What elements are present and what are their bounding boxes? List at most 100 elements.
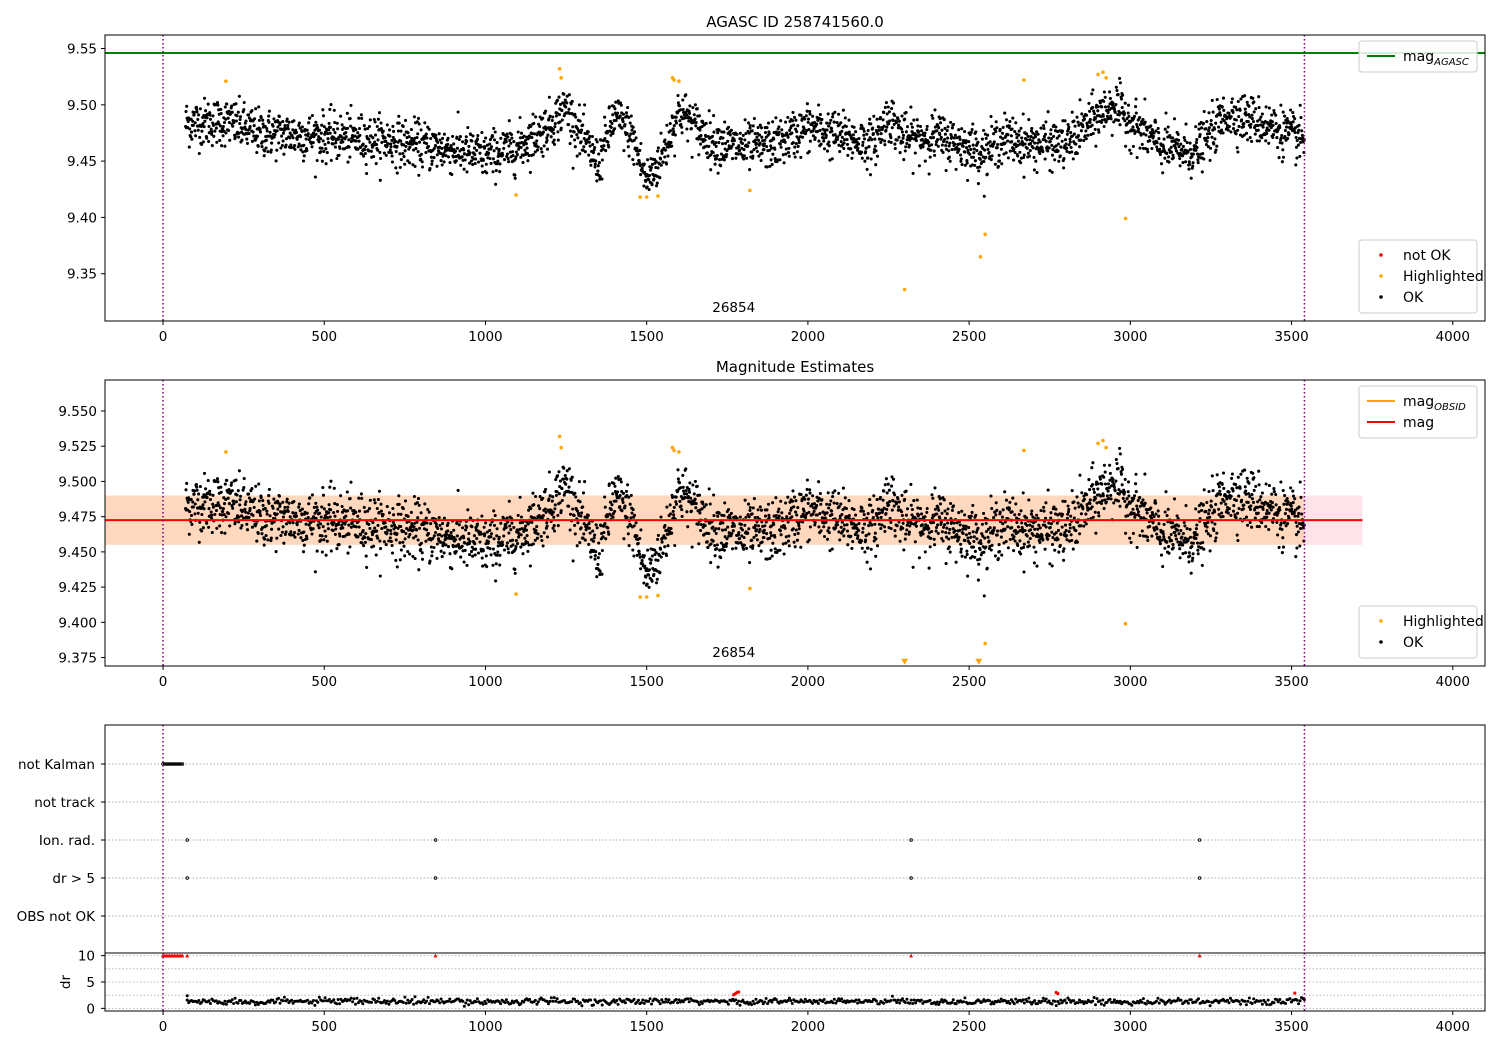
ok-point [897,119,901,123]
ok-point [1264,139,1268,143]
ok-point [990,154,994,158]
ok-point [915,118,919,122]
ok-point [773,157,777,161]
ok-point [1195,145,1199,149]
ok-point [223,144,227,148]
ok-point [713,154,717,158]
legend-label-text: OK [1403,290,1424,306]
ok-point [862,137,867,141]
ok-point [914,139,918,143]
ok-point [1197,127,1201,131]
ok-point [573,112,577,116]
ok-point [1038,151,1042,156]
ok-point [821,510,825,514]
ok-point [766,121,771,125]
ok-point [871,508,875,512]
ok-point [1046,149,1050,153]
ok-point [348,116,352,121]
ok-point [607,145,611,149]
ok-point [699,522,703,527]
ok-point [817,103,821,107]
ok-point [807,150,811,154]
ok-point [637,161,642,165]
ok-point [704,503,708,507]
ok-point [359,492,363,496]
ok-point [541,154,545,158]
ok-point [958,137,962,142]
ok-point [642,184,646,188]
ok-point [872,494,876,498]
ok-point [771,120,775,124]
ok-point [234,478,238,482]
ok-point [395,565,399,569]
ok-point [1006,139,1010,143]
ok-point [1198,133,1202,137]
ok-point [944,168,948,173]
ok-point [442,541,446,545]
ok-point [1155,141,1159,145]
ok-point [320,505,324,509]
ok-point [423,121,427,125]
ok-point [232,121,236,125]
ok-point [674,495,678,499]
ok-point [452,142,456,146]
ok-point [369,538,373,542]
ok-point [582,137,586,141]
legend-label-text: not OK [1403,248,1451,264]
ok-point [950,147,954,152]
ok-point [480,514,484,518]
ok-point [247,492,251,496]
ok-point [680,125,684,129]
ok-point [1238,108,1242,112]
ok-point [831,495,835,499]
ok-point [562,92,566,96]
ok-point [451,134,455,138]
ok-point [242,486,246,490]
ok-point [364,162,368,167]
ok-point [697,153,701,157]
ok-point [741,133,745,137]
ok-point [242,476,246,481]
ok-point [1027,118,1031,122]
ok-point [1231,110,1235,114]
ok-point [783,526,787,530]
ok-point [696,137,700,141]
ok-point [574,495,578,499]
ok-point [719,541,723,545]
ok-point [759,158,763,163]
ok-point [363,535,367,540]
ok-point [959,153,963,157]
ok-point [445,532,449,536]
ok-point [1071,157,1075,161]
ok-point [598,175,602,179]
ok-point [287,120,291,124]
ok-point [792,115,797,119]
ok-point [465,563,469,567]
ok-point [833,133,837,137]
ok-point [373,526,377,530]
ok-point [782,161,786,165]
ok-point [488,138,492,142]
ok-point [1029,135,1033,139]
ok-point [383,521,387,525]
ok-point [558,479,563,483]
ok-point [550,118,554,123]
ok-point [827,506,831,510]
ok-point [264,138,268,142]
ok-point [642,581,646,585]
ok-point [613,107,617,111]
ok-point [504,140,508,144]
ok-point [206,102,210,106]
ok-point [372,498,376,502]
ok-point [1050,153,1055,157]
ok-point [419,128,423,132]
ok-point [278,121,282,125]
ok-point [218,124,223,128]
ok-point [552,138,556,142]
ok-point [278,504,282,508]
ok-point [258,509,262,513]
ok-point [394,538,398,542]
ok-point [779,533,783,537]
ok-point [277,114,281,119]
ok-point [866,128,870,133]
